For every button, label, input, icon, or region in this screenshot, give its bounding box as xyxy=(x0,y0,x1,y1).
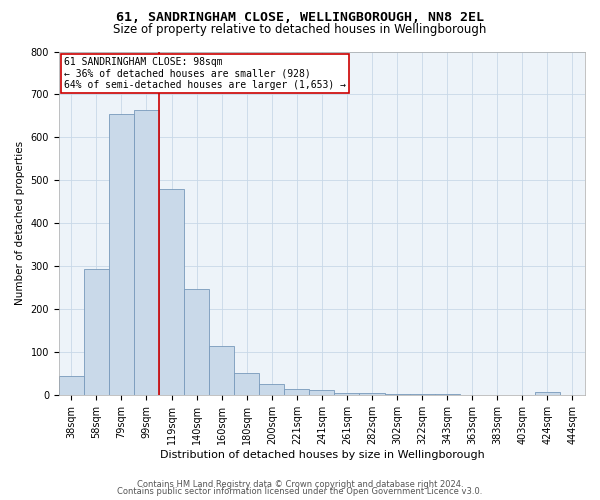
Text: 61 SANDRINGHAM CLOSE: 98sqm
← 36% of detached houses are smaller (928)
64% of se: 61 SANDRINGHAM CLOSE: 98sqm ← 36% of det… xyxy=(64,56,346,90)
Bar xyxy=(310,390,334,396)
Bar xyxy=(109,114,134,396)
Bar xyxy=(334,393,359,396)
Y-axis label: Number of detached properties: Number of detached properties xyxy=(15,142,25,306)
Bar xyxy=(134,110,159,396)
Text: 61, SANDRINGHAM CLOSE, WELLINGBOROUGH, NN8 2EL: 61, SANDRINGHAM CLOSE, WELLINGBOROUGH, N… xyxy=(116,11,484,24)
Bar xyxy=(359,393,385,396)
Bar xyxy=(84,268,109,396)
Bar xyxy=(184,289,209,396)
Bar xyxy=(410,394,434,396)
X-axis label: Distribution of detached houses by size in Wellingborough: Distribution of detached houses by size … xyxy=(160,450,484,460)
Text: Contains HM Land Registry data © Crown copyright and database right 2024.: Contains HM Land Registry data © Crown c… xyxy=(137,480,463,489)
Bar xyxy=(159,189,184,396)
Bar xyxy=(234,373,259,396)
Bar xyxy=(259,384,284,396)
Bar xyxy=(535,392,560,396)
Bar xyxy=(284,389,310,396)
Bar xyxy=(59,376,84,396)
Bar xyxy=(209,346,234,396)
Bar xyxy=(385,394,410,396)
Text: Contains public sector information licensed under the Open Government Licence v3: Contains public sector information licen… xyxy=(118,487,482,496)
Bar xyxy=(434,394,460,396)
Text: Size of property relative to detached houses in Wellingborough: Size of property relative to detached ho… xyxy=(113,22,487,36)
